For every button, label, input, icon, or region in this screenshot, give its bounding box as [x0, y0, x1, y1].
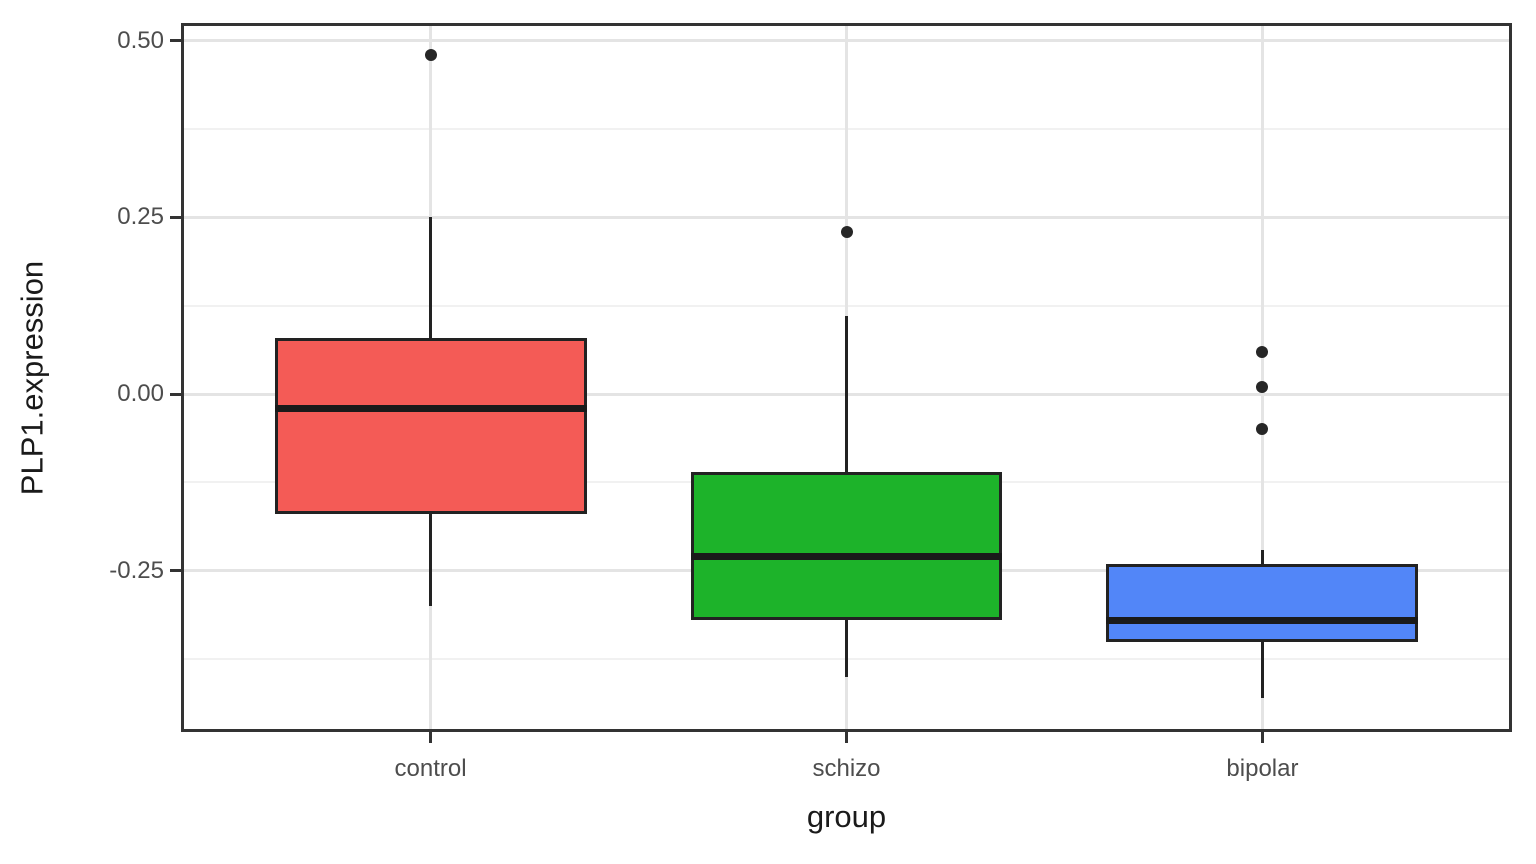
- upper-whisker: [1260, 549, 1264, 564]
- upper-whisker: [845, 316, 848, 472]
- lower-whisker: [429, 514, 433, 607]
- outlier-point: [1256, 345, 1269, 358]
- outlier-point: [840, 225, 853, 238]
- median-line: [690, 553, 1003, 561]
- outlier-point: [1256, 423, 1269, 436]
- x-axis-title: group: [806, 799, 887, 834]
- median-line: [274, 404, 587, 412]
- median-line: [1106, 616, 1419, 624]
- y-tick-label: 0.50: [117, 26, 164, 54]
- gridline-vertical: [1260, 23, 1264, 732]
- y-tick-mark: [170, 215, 181, 219]
- x-tick-mark: [429, 732, 433, 743]
- y-tick-label: 0.00: [117, 380, 164, 408]
- x-tick-mark: [845, 732, 848, 743]
- y-tick-mark: [170, 569, 181, 573]
- y-tick-label: -0.25: [109, 556, 164, 584]
- x-tick-label: control: [394, 755, 467, 782]
- y-tick-mark: [170, 392, 181, 396]
- outlier-point: [424, 48, 437, 61]
- upper-whisker: [429, 217, 433, 338]
- box-schizo: [690, 471, 1003, 621]
- lower-whisker: [845, 620, 848, 677]
- box-control: [274, 337, 587, 515]
- y-tick-mark: [170, 39, 181, 43]
- x-tick-label: schizo: [812, 755, 881, 782]
- y-axis-title: PLP1.expression: [14, 260, 50, 495]
- lower-whisker: [1260, 641, 1264, 699]
- outlier-point: [1256, 381, 1269, 394]
- x-tick-mark: [1260, 732, 1264, 743]
- box-bipolar: [1106, 563, 1419, 642]
- y-tick-label: 0.25: [117, 203, 164, 231]
- x-tick-label: bipolar: [1226, 755, 1299, 782]
